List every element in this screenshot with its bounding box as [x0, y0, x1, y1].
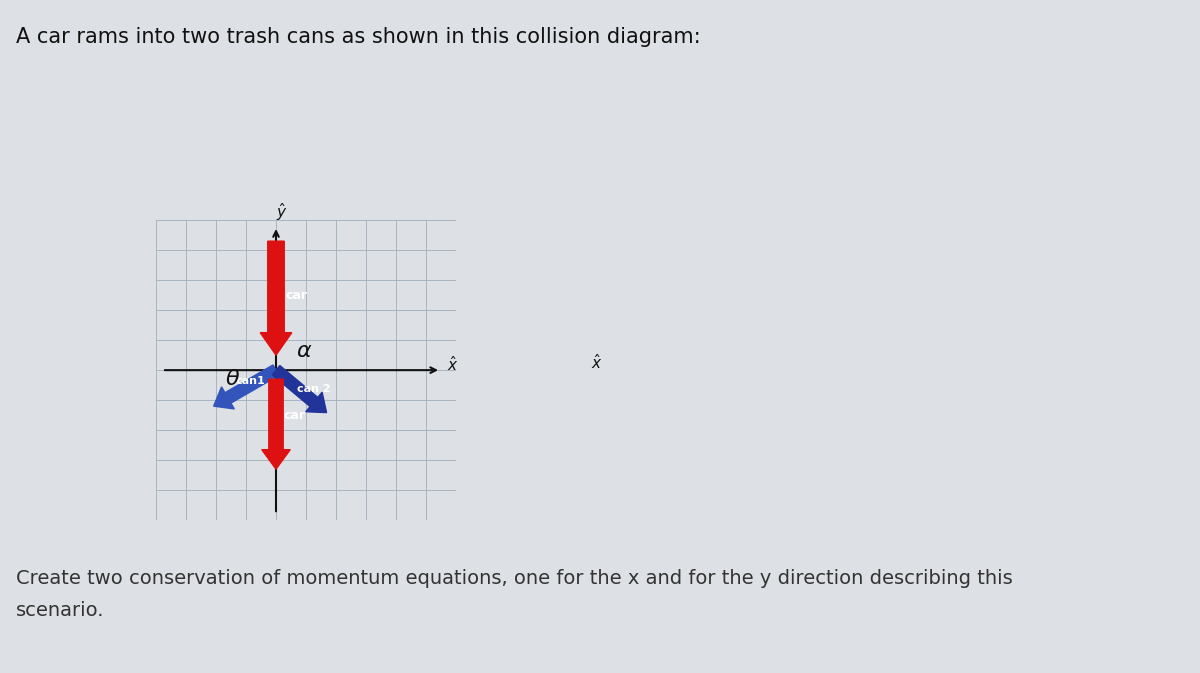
FancyArrow shape [260, 241, 292, 355]
Text: $\hat{x}$: $\hat{x}$ [592, 353, 602, 372]
Text: $\alpha$: $\alpha$ [295, 341, 312, 361]
Text: $\hat{x}$: $\hat{x}$ [446, 355, 458, 374]
FancyArrow shape [262, 379, 290, 469]
Text: $\hat{y}$: $\hat{y}$ [276, 201, 288, 223]
Text: can1: can1 [236, 376, 265, 386]
Text: can 2: can 2 [296, 384, 330, 394]
FancyArrow shape [272, 365, 326, 413]
Text: $\theta$: $\theta$ [226, 369, 240, 389]
Text: A car rams into two trash cans as shown in this collision diagram:: A car rams into two trash cans as shown … [16, 27, 701, 47]
Text: Create two conservation of momentum equations, one for the x and for the y direc: Create two conservation of momentum equa… [16, 569, 1013, 621]
Text: car: car [286, 289, 307, 302]
Text: car: car [283, 409, 306, 422]
FancyArrow shape [214, 365, 278, 409]
